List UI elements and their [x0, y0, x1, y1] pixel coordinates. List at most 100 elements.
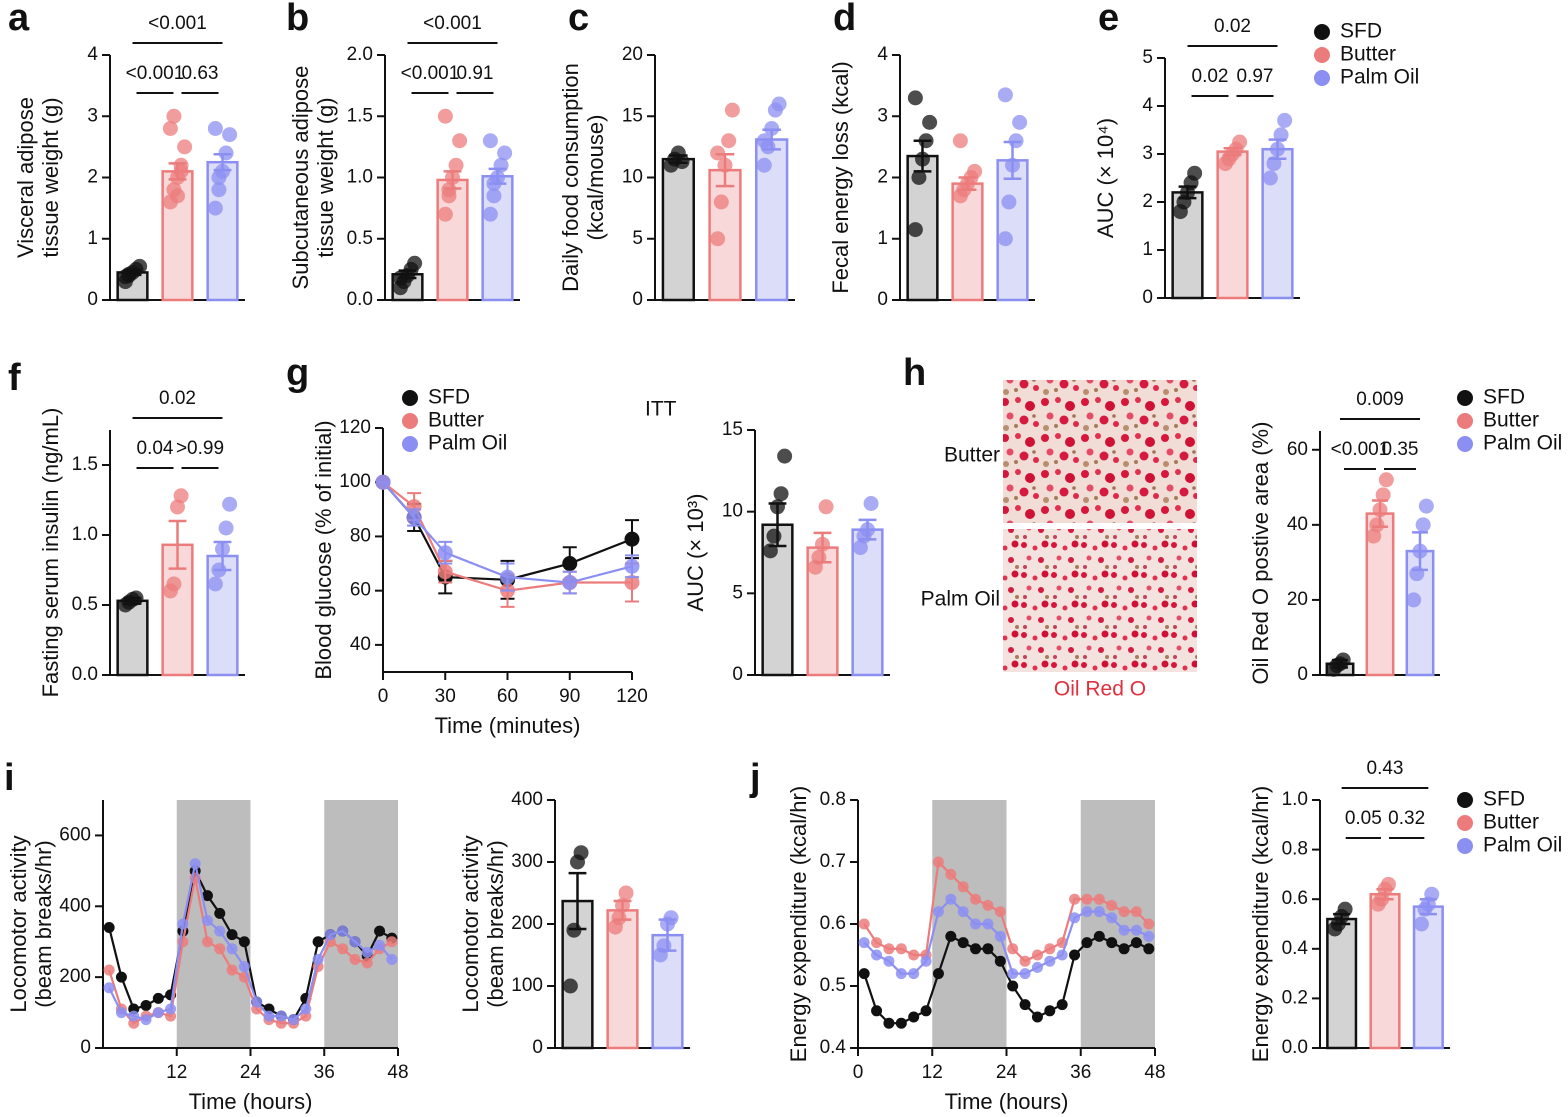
data-point	[170, 188, 185, 204]
data-point	[1118, 924, 1130, 936]
data-point	[437, 206, 453, 222]
data-point	[1106, 899, 1118, 911]
data-point	[349, 953, 361, 965]
data-point	[152, 992, 164, 1004]
legend-marker	[1457, 390, 1473, 406]
x-tick-label: 36	[1070, 1062, 1091, 1083]
y-tick-label: 2	[87, 167, 98, 188]
bar	[116, 599, 149, 677]
y-tick-label: 0.6	[1282, 888, 1308, 909]
error-bar	[398, 269, 417, 280]
y-axis-label: Locomotor activity	[6, 835, 31, 1012]
y-tick-label: 300	[511, 851, 543, 872]
error-bar	[213, 540, 232, 572]
p-value: <0.001	[1331, 439, 1390, 460]
data-point	[1007, 943, 1019, 955]
data-point	[858, 968, 870, 980]
p-value: 0.05	[1345, 808, 1382, 829]
data-point	[288, 1014, 300, 1026]
data-point	[871, 949, 883, 961]
data-point	[871, 1005, 883, 1017]
error-bar	[1412, 531, 1428, 572]
data-point	[300, 1003, 312, 1015]
data-point	[994, 906, 1006, 918]
legend-marker	[1457, 436, 1473, 452]
y-tick-label: 1.0	[72, 524, 98, 545]
data-point	[997, 231, 1013, 247]
x-tick-label: 0	[378, 686, 389, 707]
y-tick-label: 1	[877, 228, 888, 249]
data-point	[663, 910, 679, 926]
y-axis-label: Energy expenditure (kcal/hr)	[1248, 786, 1273, 1062]
p-value: 0.02	[159, 388, 196, 409]
data-point	[1069, 912, 1081, 924]
legend-label: Butter	[1340, 43, 1396, 66]
error-bar	[568, 871, 587, 931]
data-point	[721, 133, 737, 149]
micrograph	[1003, 529, 1197, 672]
y-tick-label: 20	[1287, 589, 1308, 610]
data-point	[1031, 949, 1043, 961]
data-point	[211, 182, 227, 198]
data-point	[452, 133, 468, 149]
data-point	[573, 845, 589, 861]
error-bar	[1333, 912, 1351, 926]
data-point	[945, 868, 957, 880]
y-axis-label: AUC (× 10⁴)	[1093, 118, 1118, 238]
data-point	[1118, 906, 1130, 918]
data-point	[263, 1010, 275, 1022]
data-point	[189, 858, 201, 870]
dark-phase	[176, 800, 251, 1048]
data-point	[173, 163, 189, 179]
data-point	[624, 531, 640, 547]
data-point	[756, 133, 772, 149]
y-tick-label: 200	[59, 966, 91, 987]
data-point	[211, 170, 227, 185]
data-point	[448, 157, 464, 173]
data-point	[214, 907, 226, 919]
y-axis-label: Fasting serum insulin (ng/mL)	[38, 408, 63, 698]
data-point	[407, 255, 423, 271]
legend-label: SFD	[1483, 386, 1525, 409]
data-point	[1130, 924, 1142, 936]
data-point	[883, 955, 895, 967]
data-point	[374, 925, 386, 937]
data-point	[1019, 999, 1031, 1011]
data-point	[920, 1005, 932, 1017]
legend-marker	[402, 436, 418, 452]
y-axis-label: Locomotor activity	[458, 835, 483, 1012]
error-bar	[1268, 138, 1287, 161]
data-point	[214, 943, 226, 955]
data-point	[1069, 893, 1081, 905]
y-tick-label: 120	[339, 417, 371, 438]
y-tick-label: 0.6	[820, 913, 846, 934]
data-point	[907, 222, 923, 238]
data-point	[771, 96, 787, 112]
y-tick-label: 0	[532, 1037, 543, 1058]
data-point	[1007, 968, 1019, 980]
data-point	[1143, 918, 1155, 930]
legend-marker	[1457, 815, 1473, 831]
data-point	[1118, 943, 1130, 955]
data-point	[115, 1007, 127, 1019]
data-point	[406, 499, 422, 515]
data-point	[624, 575, 640, 591]
data-point	[406, 509, 422, 525]
image-caption: Oil Red O	[1054, 678, 1146, 701]
bar	[996, 159, 1029, 302]
data-point	[165, 1003, 177, 1015]
panel-letter: j	[749, 757, 761, 799]
data-point	[863, 496, 879, 511]
data-point	[238, 961, 250, 973]
y-tick-label: 100	[339, 471, 371, 492]
error-bar	[762, 128, 781, 151]
data-point	[994, 955, 1006, 967]
data-point	[724, 102, 740, 118]
error-bar	[1223, 146, 1242, 157]
data-point	[500, 569, 515, 585]
error-bar	[1003, 140, 1022, 180]
legend-marker	[1457, 413, 1473, 429]
data-point	[982, 943, 994, 955]
data-point	[957, 937, 969, 949]
